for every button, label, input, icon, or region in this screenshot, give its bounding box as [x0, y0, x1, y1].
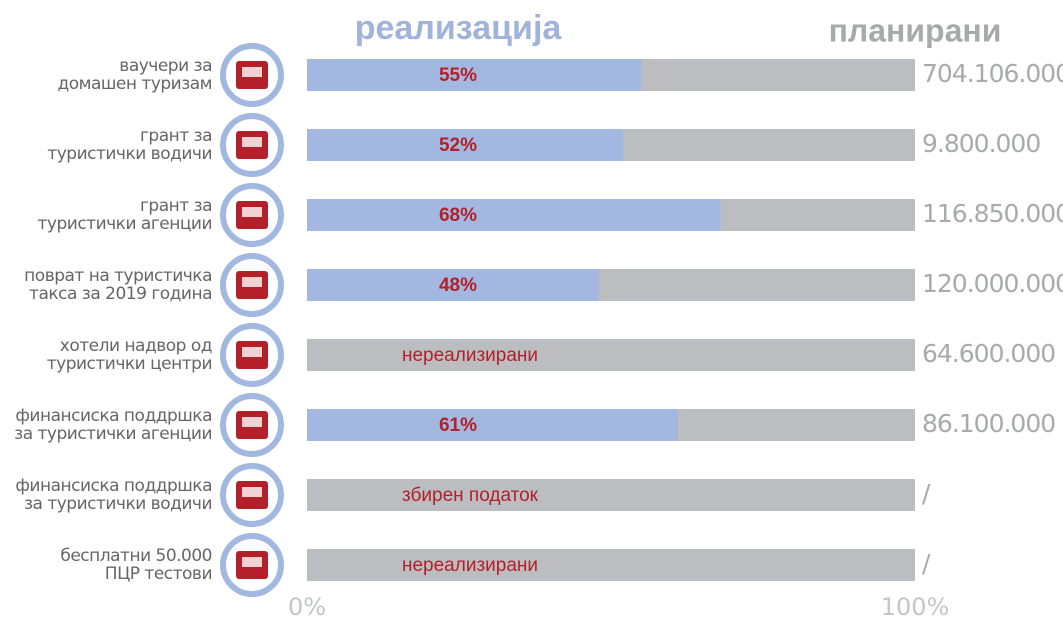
bar — [307, 409, 678, 441]
value-label: 48% — [439, 275, 477, 296]
category-label: грант за — [140, 126, 212, 146]
category-label: за туристички агенции — [14, 424, 212, 444]
planned-value: 64.600.000 — [922, 339, 1055, 368]
icon-detail — [242, 137, 262, 147]
category-label: такса за 2019 година — [29, 284, 212, 304]
planned-value: / — [922, 479, 931, 508]
value-label: 61% — [439, 415, 477, 436]
category-label: туристички агенции — [38, 214, 212, 234]
bar-track — [307, 339, 915, 371]
icon-detail — [242, 557, 262, 567]
value-label: 52% — [439, 135, 477, 156]
category-label: ПЦР тестови — [105, 564, 212, 584]
bar — [307, 129, 624, 161]
category-label: за туристички водичи — [24, 494, 212, 514]
icon-detail — [242, 347, 262, 357]
value-label: 68% — [439, 205, 477, 226]
icon-detail — [242, 487, 262, 497]
category-label: ваучери за — [119, 56, 212, 76]
bar — [307, 199, 721, 231]
category-label: туристички центри — [47, 354, 212, 374]
category-label: домашен туризам — [57, 74, 212, 94]
category-label: бесплатни 50.000 — [60, 546, 212, 566]
value-header: реализација — [355, 9, 563, 47]
category-label: финансиска поддршка — [15, 476, 212, 496]
planned-value: / — [922, 549, 931, 578]
category-label: грант за — [140, 196, 212, 216]
value-label: 55% — [439, 65, 477, 86]
category-label: хотели надвор од — [60, 336, 212, 356]
category-label: поврат на туристичка — [24, 266, 212, 286]
bar — [307, 59, 642, 91]
planned-value: 9.800.000 — [922, 129, 1040, 158]
value-label: збирен податок — [402, 485, 539, 506]
bar-track — [307, 479, 915, 511]
bar — [307, 269, 599, 301]
planned-value: 116.850.000 — [922, 199, 1063, 228]
bar-track — [307, 549, 915, 581]
x-tick-label: 0% — [288, 593, 326, 621]
icon-detail — [242, 207, 262, 217]
category-label: финансиска поддршка — [15, 406, 212, 426]
planned-value: 704.106.000 — [922, 59, 1063, 88]
planned-value: 86.100.000 — [922, 409, 1055, 438]
category-label: туристички водичи — [47, 144, 212, 164]
planned-header: планирани — [829, 12, 1002, 48]
icon-detail — [242, 277, 262, 287]
icon-detail — [242, 67, 262, 77]
value-label: нереализирани — [402, 345, 538, 366]
value-label: нереализирани — [402, 555, 538, 576]
icon-detail — [242, 417, 262, 427]
planned-value: 120.000.000 — [922, 269, 1063, 298]
x-tick-label: 100% — [881, 593, 950, 621]
